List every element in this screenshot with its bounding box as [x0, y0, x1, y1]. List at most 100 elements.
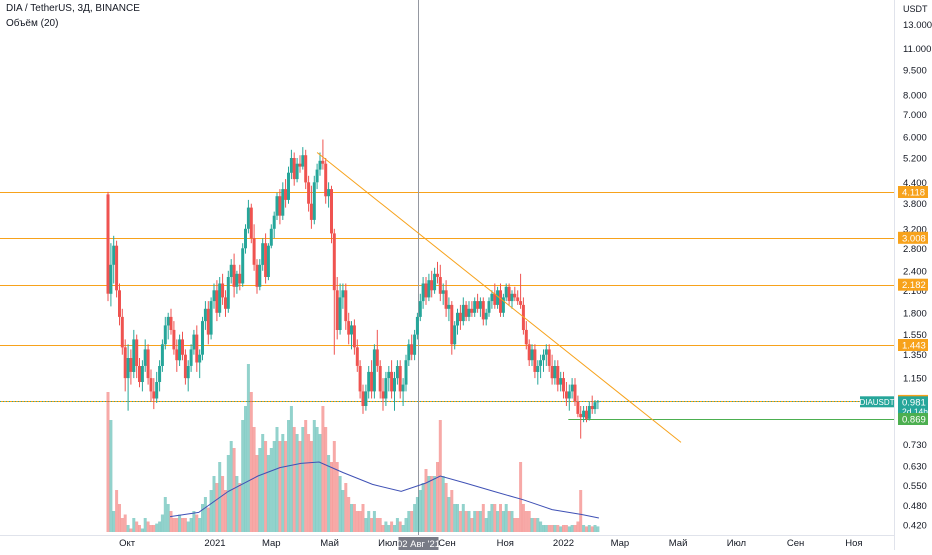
candle-body	[539, 360, 543, 366]
candle-96	[381, 378, 385, 411]
volume-bar-14	[146, 521, 150, 532]
candle-91	[367, 366, 371, 399]
candle-25	[178, 334, 182, 366]
price-tick-label: 7.000	[903, 110, 927, 121]
price-tick-label: 1.800	[903, 308, 927, 319]
candle-body	[375, 349, 379, 366]
candle-body	[393, 378, 396, 392]
trendline	[316, 152, 682, 443]
candle-body	[252, 238, 256, 265]
volume-bar-104	[404, 518, 408, 532]
candle-102	[398, 360, 402, 399]
candle-67	[298, 155, 302, 173]
volume-bar-7	[126, 525, 130, 532]
volume-bar-157	[556, 525, 560, 532]
ticker-badge-text: DIAUSDT	[859, 398, 894, 407]
symbol-title[interactable]: DIA / TetherUS, 3Д, BINANCE	[6, 3, 140, 14]
candle-8	[129, 349, 133, 385]
candle-45	[235, 270, 239, 294]
candle-135	[493, 283, 497, 309]
volume-indicator-label[interactable]: Объём (20)	[6, 18, 59, 29]
candle-46	[238, 264, 242, 291]
candle-108	[415, 312, 419, 340]
volume-bar-135	[493, 504, 497, 532]
candle-170	[593, 400, 597, 414]
candle-57	[269, 224, 273, 249]
volume-bar-77	[327, 455, 331, 532]
volume-bar-118	[444, 483, 448, 532]
candle-body	[140, 366, 144, 382]
volume-bar-85	[350, 504, 353, 532]
candle-6	[123, 339, 127, 392]
time-tick-label: Июл	[378, 538, 397, 549]
volume-bar-84	[347, 497, 351, 532]
volume-bar-103	[401, 525, 405, 532]
volume-ma-line	[170, 461, 599, 519]
candle-body	[547, 349, 551, 366]
volume-bar-68	[301, 427, 305, 532]
candle-163	[573, 378, 577, 406]
volume-bar-1	[109, 420, 113, 532]
candle-133	[487, 297, 491, 317]
candle-80	[335, 277, 339, 340]
candle-body	[166, 316, 170, 326]
volume-bar-59	[275, 427, 279, 532]
volume-bar-79	[332, 441, 336, 532]
volume-bar-5	[120, 518, 124, 532]
candle-104	[404, 354, 408, 392]
candle-150	[536, 360, 540, 385]
time-tick-label: Июл	[727, 538, 746, 549]
candle-body	[587, 406, 591, 419]
crosshair-date-label: 02 Авг '21	[397, 539, 440, 550]
candle-164	[576, 395, 580, 418]
candle-body	[172, 329, 176, 350]
volume-bar-25	[178, 514, 182, 532]
candle-97	[384, 371, 388, 406]
volume-bar-121	[453, 504, 457, 532]
candle-34	[203, 301, 207, 330]
candle-body	[430, 280, 434, 291]
candle-body	[367, 371, 371, 392]
volume-bar-54	[261, 434, 265, 532]
candle-140	[507, 283, 511, 305]
volume-bar-87	[355, 511, 359, 532]
candle-153	[544, 344, 548, 366]
candle-95	[378, 360, 382, 399]
candle-72	[312, 175, 316, 225]
candle-137	[499, 283, 502, 317]
volume-bar-4	[118, 504, 121, 532]
volume-bar-90	[364, 518, 368, 532]
volume-bar-61	[281, 434, 285, 532]
candle-body	[149, 378, 153, 392]
candle-body	[381, 391, 385, 399]
candle-64	[289, 149, 293, 180]
volume-bar-72	[312, 420, 316, 532]
candle-body	[372, 349, 376, 392]
candlesticks	[106, 139, 600, 439]
candle-body	[289, 158, 293, 173]
volume-bar-3	[115, 490, 119, 532]
candle-75	[321, 139, 325, 170]
candle-20	[163, 316, 167, 350]
candle-body	[304, 155, 308, 183]
volume-bar-99	[390, 521, 394, 532]
candle-105	[407, 339, 411, 366]
candle-127	[470, 301, 474, 317]
candle-body	[524, 329, 528, 345]
volume-bar-47	[241, 420, 245, 532]
candle-30	[192, 329, 196, 355]
candle-body	[553, 366, 557, 379]
candle-76	[324, 158, 328, 204]
volume-bar-89	[361, 504, 365, 532]
candle-body	[195, 334, 199, 363]
candle-157	[556, 360, 560, 392]
candle-body	[307, 182, 311, 204]
price-tick-label: 11.000	[903, 44, 931, 55]
volume-bar-117	[441, 476, 445, 532]
volume-bar-62	[284, 441, 288, 532]
volume-bar-159	[562, 525, 565, 532]
candle-body	[421, 283, 425, 302]
